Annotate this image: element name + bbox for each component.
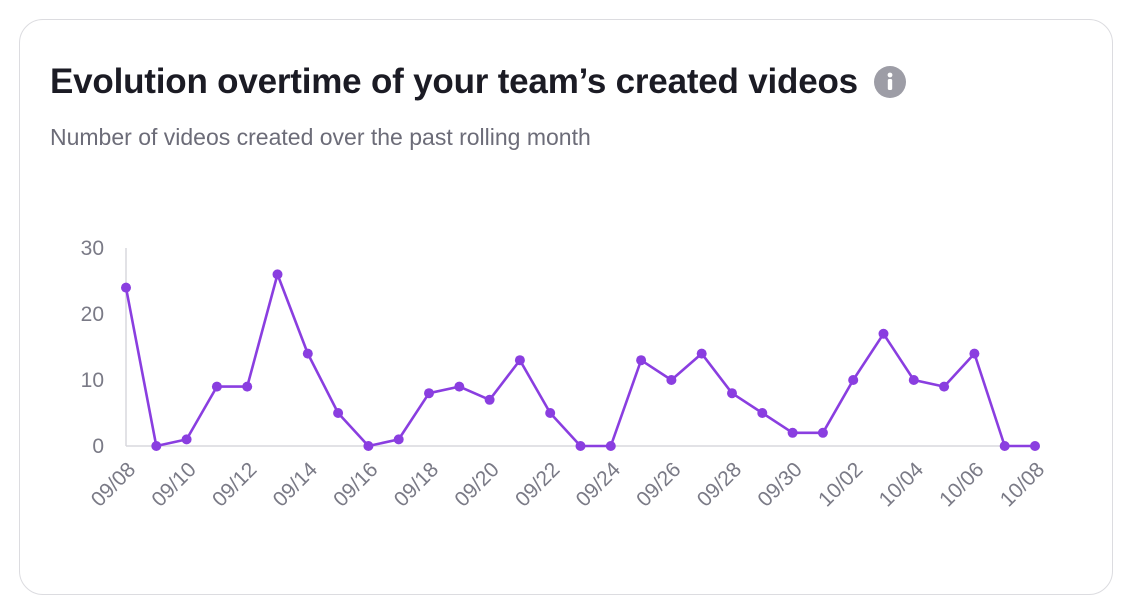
x-tick-label: 09/26 (632, 458, 685, 511)
data-point[interactable] (484, 394, 495, 405)
data-point[interactable] (787, 427, 798, 438)
x-axis-ticks: 09/08 09/10 09/12 09/14 09/16 09/18 09/20 09/22… (87, 458, 1049, 512)
data-point[interactable] (757, 408, 768, 418)
data-point[interactable] (181, 434, 192, 445)
data-point[interactable] (575, 441, 586, 451)
data-point[interactable] (302, 348, 313, 359)
data-point[interactable] (272, 269, 283, 280)
data-point[interactable] (333, 408, 344, 418)
info-icon[interactable] (873, 66, 906, 98)
axes (125, 248, 1035, 447)
data-point[interactable] (545, 408, 556, 418)
series-group (121, 269, 1040, 451)
y-tick-label: 10 (81, 369, 104, 392)
x-tick-label: 10/04 (875, 458, 929, 512)
y-tick-label: 0 (92, 435, 104, 458)
data-point[interactable] (908, 375, 919, 385)
data-point[interactable] (121, 282, 131, 293)
x-tick-label: 09/30 (753, 458, 806, 511)
data-point[interactable] (454, 381, 465, 392)
data-point[interactable] (636, 355, 647, 366)
data-point[interactable] (939, 381, 950, 392)
y-axis-ticks: 0 10 20 30 (81, 237, 104, 458)
data-point[interactable] (211, 381, 222, 392)
x-tick-label: 09/16 (329, 458, 382, 511)
x-tick-label: 09/22 (511, 458, 564, 511)
x-tick-label: 09/20 (450, 458, 503, 511)
title-row: Evolution overtime of your team’s create… (50, 62, 906, 102)
data-point[interactable] (393, 434, 404, 445)
x-tick-label: 09/10 (147, 458, 200, 511)
x-tick-label: 09/12 (208, 458, 261, 511)
data-point[interactable] (666, 375, 677, 385)
data-point[interactable] (363, 441, 374, 451)
data-point[interactable] (878, 328, 889, 339)
y-tick-label: 30 (81, 237, 104, 260)
data-point[interactable] (848, 375, 859, 385)
data-point[interactable] (969, 348, 980, 359)
chart-card (19, 19, 1113, 595)
data-point[interactable] (242, 381, 253, 392)
x-tick-label: 09/18 (390, 458, 443, 511)
data-point[interactable] (817, 427, 828, 438)
data-point[interactable] (1030, 441, 1040, 451)
series-line (124, 273, 1037, 448)
x-tick-label: 10/08 (996, 458, 1049, 511)
x-tick-label: 10/02 (814, 458, 867, 511)
x-tick-label: 09/14 (269, 458, 323, 512)
card-title: Evolution overtime of your team’s create… (50, 62, 858, 101)
y-tick-label: 20 (81, 303, 104, 326)
x-tick-label: 09/08 (87, 458, 140, 511)
data-point[interactable] (424, 388, 434, 399)
data-point[interactable] (727, 388, 737, 399)
x-tick-label: 09/28 (693, 458, 746, 511)
data-point[interactable] (696, 348, 707, 359)
x-tick-label: 10/06 (935, 458, 988, 511)
card-subtitle: Number of videos created over the past r… (50, 124, 591, 150)
x-tick-label: 09/24 (572, 458, 626, 512)
data-point[interactable] (605, 441, 616, 451)
data-point[interactable] (514, 355, 525, 366)
data-point[interactable] (151, 441, 162, 451)
data-point[interactable] (999, 441, 1010, 451)
